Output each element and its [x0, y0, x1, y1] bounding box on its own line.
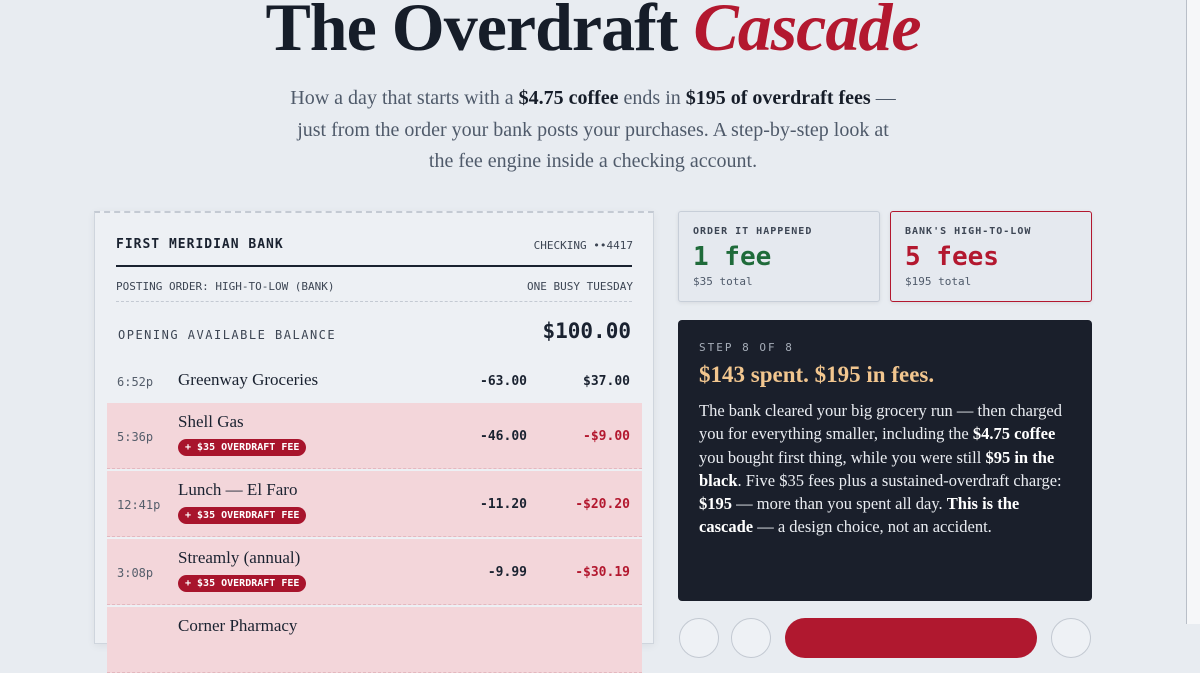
opening-balance: $100.00 — [542, 319, 631, 343]
card-value: 1 fee — [693, 242, 772, 272]
account: CHECKING ••4417 — [533, 239, 633, 252]
subtitle-strong: $195 of overdraft fees — [685, 87, 871, 109]
merchant: Shell Gas — [178, 412, 244, 431]
card-total: $195 total — [905, 275, 972, 288]
title-accent: Cascade — [693, 0, 921, 65]
card-label: BANK'S HIGH-TO-LOW — [905, 226, 1032, 237]
amount: -11.20 — [480, 497, 527, 512]
opening-label: OPENING AVAILABLE BALANCE — [118, 328, 337, 342]
transaction-row: 5:36p Shell Gas + $35 OVERDRAFT FEE -46.… — [107, 403, 642, 469]
transaction-row: Corner Pharmacy — [107, 607, 642, 673]
subtitle-text: ends in — [618, 87, 686, 109]
step-panel: STEP 8 OF 8 $143 spent. $195 in fees. Th… — [678, 320, 1092, 601]
page-title: The Overdraft Cascade — [0, 0, 1186, 67]
body-text: The bank cleared your big grocery run — … — [699, 401, 1063, 444]
time: 3:08p — [117, 566, 154, 580]
merchant: Corner Pharmacy — [178, 616, 298, 635]
transaction-row: 6:52p Greenway Groceries -63.00 $37.00 — [107, 363, 642, 428]
amount: -46.00 — [480, 429, 527, 444]
time: 5:36p — [117, 430, 154, 444]
body-text: — more than you spent all day. — [732, 494, 947, 514]
time: 12:41p — [117, 498, 161, 512]
merchant: Greenway Groceries — [178, 370, 319, 389]
comparison-card: ORDER IT HAPPENED 1 fee $35 total — [678, 211, 880, 302]
body-strong: This is the cascade — [699, 494, 1020, 537]
balance: -$30.19 — [575, 565, 630, 580]
receipt: FIRST MERIDIAN BANK CHECKING ••4417 POST… — [94, 211, 654, 673]
merchant: Lunch — El Faro — [178, 480, 298, 499]
balance: $37.00 — [583, 374, 630, 389]
card-value: 5 fees — [905, 242, 999, 272]
body-strong: $95 in the black — [699, 447, 1055, 490]
amount: -9.99 — [487, 565, 527, 580]
fee-badge: + $35 OVERDRAFT FEE — [178, 507, 307, 524]
divider — [116, 265, 632, 267]
body-text: . Five $35 fees plus a sustained-overdra… — [737, 470, 1062, 490]
subtitle: How a day that starts with a $4.75 coffe… — [283, 83, 903, 178]
bank-name: FIRST MERIDIAN BANK — [116, 237, 284, 252]
control-button[interactable] — [679, 618, 719, 658]
transaction-row: 3:08p Streamly (annual) + $35 OVERDRAFT … — [107, 539, 642, 605]
amount: -63.00 — [480, 374, 527, 389]
body-strong: $4.75 coffee — [972, 424, 1056, 444]
control-button[interactable] — [731, 618, 771, 658]
step-body: The bank cleared your big grocery run — … — [699, 399, 1074, 539]
title-text: The Overdraft — [265, 0, 678, 65]
body-text: — a design choice, not an accident. — [753, 517, 992, 537]
fee-badge: + $35 OVERDRAFT FEE — [178, 575, 307, 592]
time: 6:52p — [117, 375, 154, 389]
transaction-row: 12:41p Lunch — El Faro + $35 OVERDRAFT F… — [107, 471, 642, 537]
subtitle-text: How a day that starts with a — [290, 87, 519, 109]
fee-badge: + $35 OVERDRAFT FEE — [178, 439, 307, 456]
card-total: $35 total — [693, 275, 753, 288]
posting-order: POSTING ORDER: HIGH-TO-LOW (BANK) — [116, 280, 335, 293]
body-strong: $195 — [699, 494, 732, 514]
step-headline: $143 spent. $195 in fees. — [699, 362, 935, 387]
scrollbar[interactable] — [1186, 0, 1200, 624]
body-text: you bought first thing, while you were s… — [699, 447, 986, 467]
balance: -$9.00 — [583, 429, 630, 444]
merchant: Streamly (annual) — [178, 548, 301, 567]
control-button[interactable] — [1051, 618, 1091, 658]
day-label: ONE BUSY TUESDAY — [527, 280, 633, 293]
subtitle-strong: $4.75 coffee — [518, 87, 619, 109]
subtitle-text: — just from the order your bank posts yo… — [297, 87, 896, 172]
divider — [116, 301, 632, 302]
balance: -$20.20 — [575, 497, 630, 512]
comparison-card: BANK'S HIGH-TO-LOW 5 fees $195 total — [890, 211, 1092, 302]
step-counter: STEP 8 OF 8 — [699, 341, 794, 354]
primary-button[interactable] — [785, 618, 1037, 658]
card-label: ORDER IT HAPPENED — [693, 226, 813, 237]
